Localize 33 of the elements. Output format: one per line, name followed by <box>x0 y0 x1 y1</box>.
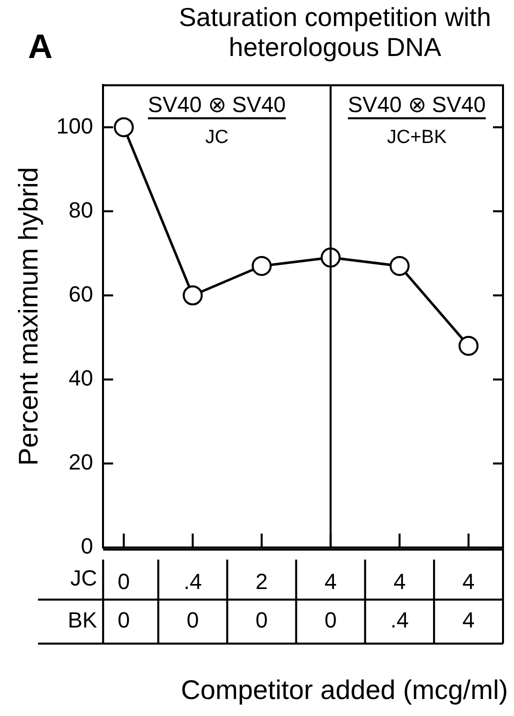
annotation: JC+BK <box>386 127 447 148</box>
text: BK <box>68 608 98 633</box>
point <box>252 256 272 276</box>
text: .4 <box>390 608 409 633</box>
y-tick-label: 100 <box>56 113 94 138</box>
text: 0 <box>118 608 130 633</box>
x-axis-title: Competitor added (mcg/ml) <box>180 675 508 705</box>
y-tick-label: 0 <box>80 534 94 559</box>
x-tick-label: 4 <box>393 568 406 594</box>
y-tick-label: 80 <box>68 197 94 222</box>
annotation: SV40 ⊗ SV40 <box>148 92 286 118</box>
text: A <box>28 28 53 67</box>
text: JC <box>70 566 98 591</box>
text: 0 <box>324 608 337 633</box>
y-tick-label: 60 <box>68 281 94 306</box>
x-tick-label: 0 <box>118 568 130 594</box>
text: 0 <box>186 608 199 633</box>
x-tick-label: 2 <box>256 568 268 594</box>
point <box>182 285 203 306</box>
x-tick-label: 4 <box>324 568 337 594</box>
annotation: SV40 ⊗ SV40 <box>348 92 486 118</box>
point <box>114 117 134 138</box>
text: 0 <box>256 608 268 633</box>
point <box>390 256 410 276</box>
y-axis-title: Percent maximum hybrid <box>14 167 44 466</box>
y-tick-label: 40 <box>68 366 94 391</box>
point <box>458 336 479 356</box>
x-tick-label: 4 <box>462 568 475 594</box>
x-tick-label: .4 <box>184 568 202 594</box>
y-tick-label: 20 <box>68 450 94 475</box>
text: 4 <box>462 608 475 633</box>
chart-title: Saturation competition with heterologous DNA <box>178 2 492 62</box>
annotation: JC <box>205 127 228 148</box>
